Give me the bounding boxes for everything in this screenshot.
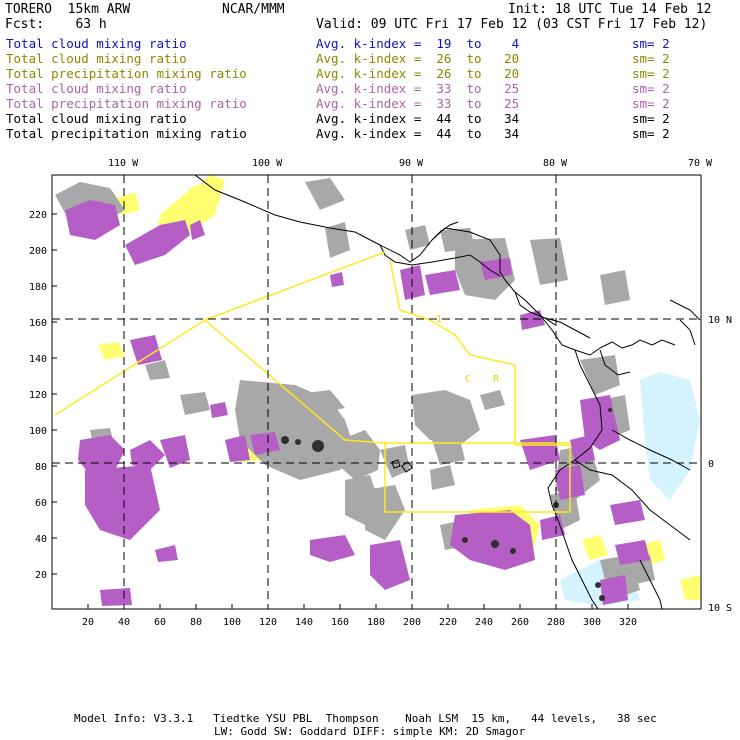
lat-lon-grid [52,175,701,609]
y-tick-label: 140 [29,354,47,365]
lat-label: 10 N [708,315,732,326]
dark-cells [281,408,612,601]
x-tick-label: 200 [403,617,421,628]
legend-index: Avg. k-index = 33 to 25 [316,96,520,111]
y-tick-label: 180 [29,282,47,293]
legend-index: Avg. k-index = 19 to 4 [316,36,520,51]
region-label-1: 1 [436,314,442,325]
lon-label: 90 W [399,158,424,169]
legend-sm: sm= 2 [632,66,670,81]
legend-field: Total cloud mixing ratio [6,51,187,66]
x-tick-label: 140 [295,617,313,628]
lon-label: 100 W [252,158,283,169]
legend-index: Avg. k-index = 33 to 25 [316,81,520,96]
x-tick-label: 80 [190,617,202,628]
x-tick-label: 160 [331,617,349,628]
x-tick-label: 280 [547,617,565,628]
x-tick-label: 220 [439,617,457,628]
x-tick-label: 40 [118,617,130,628]
analysis-boxes [54,251,571,513]
region-label-r: R [493,374,500,385]
x-tick-label: 60 [154,617,166,628]
region-label-c: C [465,374,471,385]
legend-field: Total precipitation mixing ratio [6,66,247,81]
purple-field [65,200,650,606]
y-tick-label: 60 [35,498,47,509]
x-tick-label: 120 [259,617,277,628]
map-fields: 1 C R [52,175,701,609]
org-label: NCAR/MMM [222,2,285,17]
model-title: TORERO 15km ARW [5,2,131,17]
legend-index: Avg. k-index = 26 to 20 [316,66,520,81]
model-info: Model Info: V3.3.1 Tiedtke YSU PBL Thomp… [74,712,657,725]
x-tick-label: 300 [583,617,601,628]
x-tick-label: 260 [511,617,529,628]
init-time: Init: 18 UTC Tue 14 Feb 12 [508,2,712,17]
legend-sm: sm= 2 [632,126,670,141]
legend-field: Total precipitation mixing ratio [6,126,247,141]
valid-time: Valid: 09 UTC Fri 17 Feb 12 (03 CST Fri … [316,17,708,32]
legend-sm: sm= 2 [632,96,670,111]
x-tick-label: 20 [82,617,94,628]
lon-label: 70 W [688,158,713,169]
y-tick-label: 220 [29,210,47,221]
legend-sm: sm= 2 [632,111,670,126]
coastlines [194,175,701,609]
x-tick-label: 240 [475,617,493,628]
legend-field: Total cloud mixing ratio [6,111,187,126]
forecast-hour: Fcst: 63 h [5,17,107,32]
physics-info: LW: Godd SW: Goddard DIFF: simple KM: 2D… [214,725,526,738]
lon-label: 110 W [108,158,139,169]
y-axis-ticks: 20 40 60 80 100 120 140 160 180 200 220 [29,210,57,581]
legend-field: Total cloud mixing ratio [6,36,187,51]
y-tick-label: 200 [29,246,47,257]
lat-label: 10 S [708,603,732,614]
y-tick-label: 100 [29,426,47,437]
legend-index: Avg. k-index = 26 to 20 [316,51,520,66]
y-tick-label: 120 [29,390,47,401]
y-tick-label: 80 [35,462,47,473]
x-tick-label: 100 [223,617,241,628]
legend-sm: sm= 2 [632,51,670,66]
x-axis-ticks: 20 40 60 80 100 120 140 160 180 200 220 240 260 280 30… [82,604,637,628]
legend-index: Avg. k-index = 44 to 34 [316,126,520,141]
x-tick-label: 320 [619,617,637,628]
y-tick-label: 40 [35,534,47,545]
lon-label: 80 W [543,158,568,169]
legend-index: Avg. k-index = 44 to 34 [316,111,520,126]
lat-label: 0 [708,459,714,470]
y-tick-label: 20 [35,570,47,581]
y-tick-label: 160 [29,318,47,329]
legend-field: Total precipitation mixing ratio [6,96,247,111]
legend-sm: sm= 2 [632,36,670,51]
legend-field: Total cloud mixing ratio [6,81,187,96]
x-tick-label: 180 [367,617,385,628]
legend-sm: sm= 2 [632,81,670,96]
